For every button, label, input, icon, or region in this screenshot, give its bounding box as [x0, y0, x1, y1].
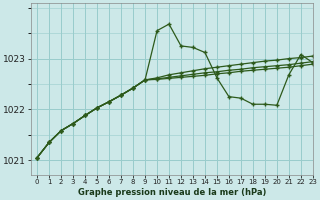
X-axis label: Graphe pression niveau de la mer (hPa): Graphe pression niveau de la mer (hPa) — [78, 188, 266, 197]
